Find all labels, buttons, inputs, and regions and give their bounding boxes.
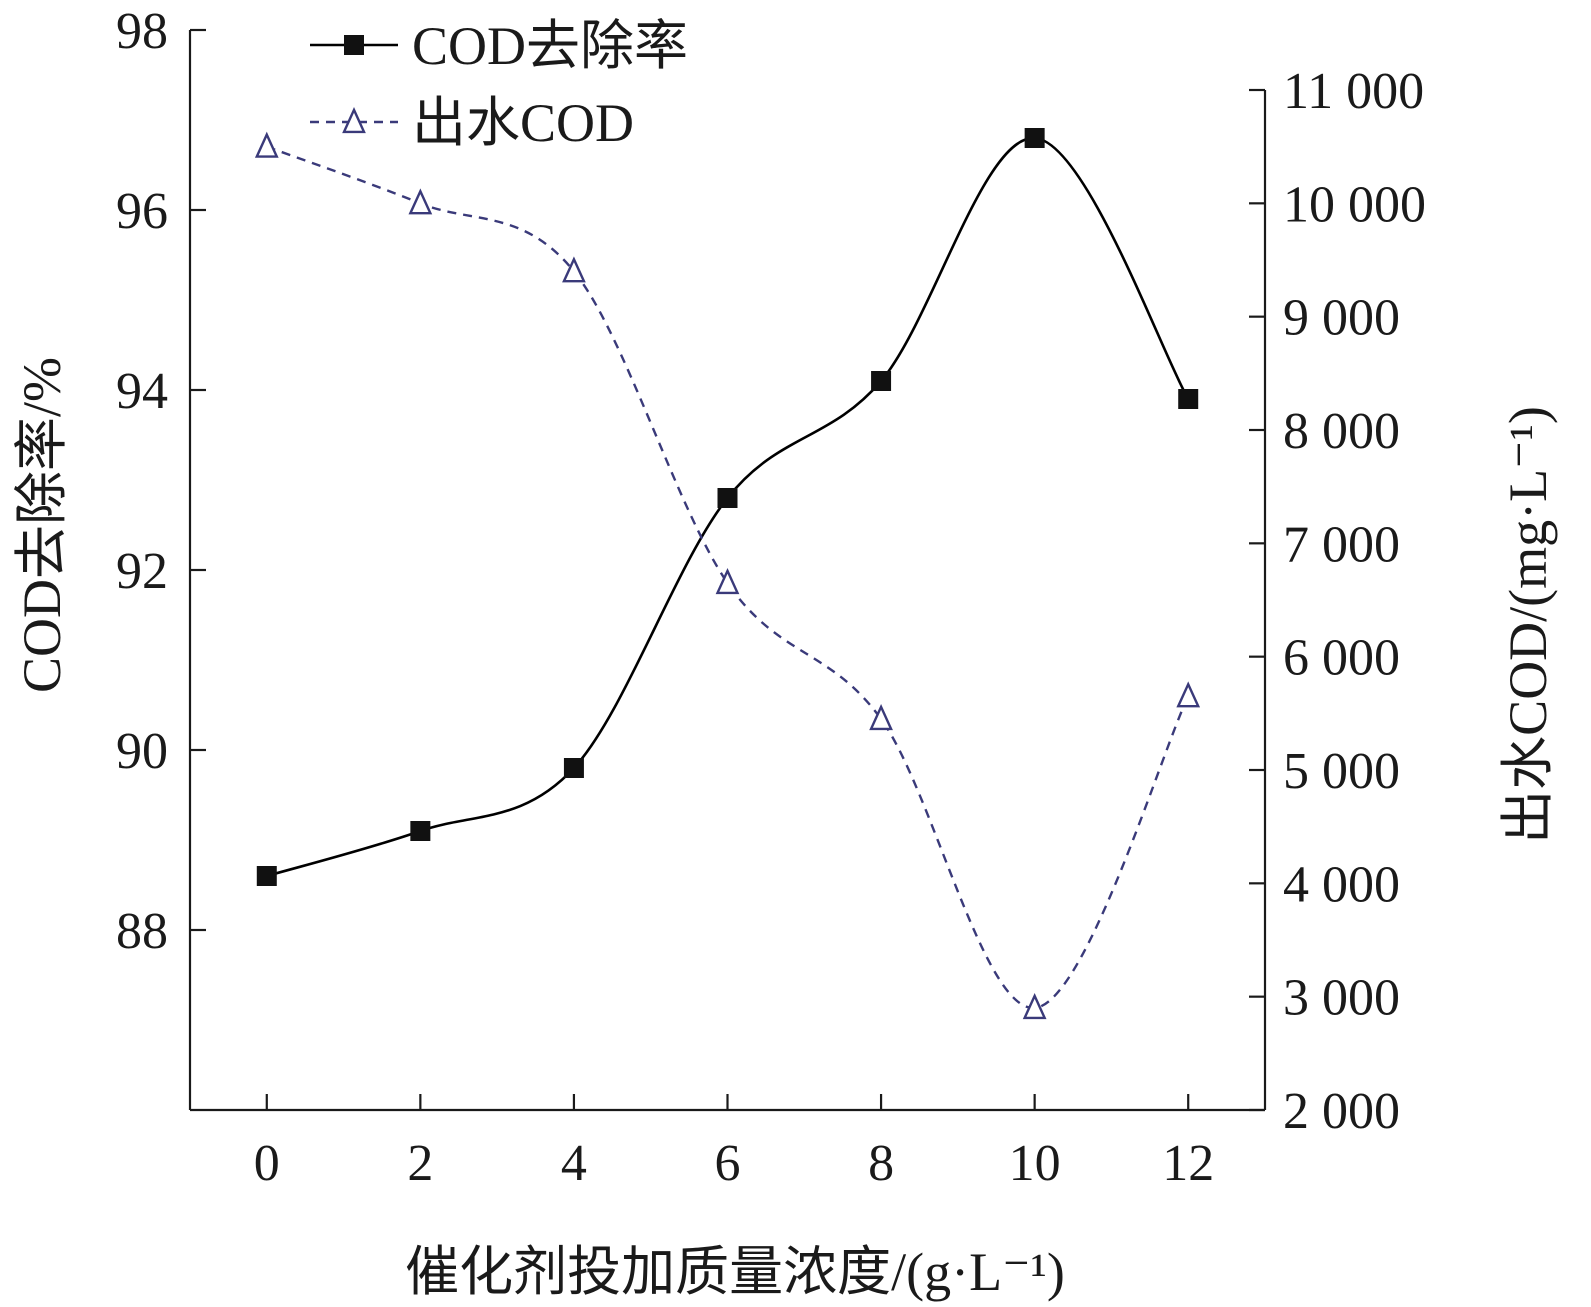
y-right-tick-label: 6 000	[1283, 630, 1400, 687]
y-right-tick-label: 5 000	[1283, 743, 1400, 800]
legend-marker-square	[344, 35, 364, 55]
data-point-triangle	[254, 131, 279, 158]
y-left-tick-label: 96	[116, 183, 168, 240]
y-left-tick-label: 90	[116, 723, 168, 780]
x-tick-label: 0	[254, 1135, 280, 1192]
y-right-tick-label: 7 000	[1283, 516, 1400, 573]
y-left-tick-label: 98	[116, 3, 168, 60]
data-point-square	[1178, 389, 1199, 409]
y-right-tick-label: 8 000	[1283, 403, 1400, 460]
x-tick-label: 8	[868, 1135, 894, 1192]
data-point-square	[410, 821, 431, 841]
data-point-triangle	[1022, 993, 1047, 1020]
x-tick-label: 10	[1009, 1135, 1061, 1192]
x-tick-label: 6	[715, 1135, 741, 1192]
y-axis-left-label: COD去除率/%	[12, 357, 72, 693]
y-right-tick-label: 9 000	[1283, 290, 1400, 347]
series-line-1	[266, 136, 1190, 878]
ticks: 0 2 4 6 8 10 12 88 90 92 94 96 98 2 000 3 000 4 000 5 00…	[116, 3, 1426, 1192]
x-tick-label: 2	[407, 1135, 433, 1192]
data-point-triangle	[408, 188, 433, 215]
data-point-square	[256, 866, 277, 886]
y-right-tick-label: 10 000	[1283, 176, 1426, 233]
data-point-triangle	[1176, 681, 1201, 708]
x-tick-label: 4	[561, 1135, 587, 1192]
y-right-tick-label: 11 000	[1283, 63, 1424, 120]
data-point-triangle	[715, 568, 740, 595]
data-point-triangle	[562, 256, 586, 283]
data-point-square	[871, 371, 892, 391]
data-point-square	[717, 488, 738, 508]
y-left-tick-label: 88	[116, 903, 168, 960]
data-point-triangle	[869, 704, 893, 731]
series-line-2	[266, 145, 1190, 1010]
legend-label: COD去除率	[412, 16, 688, 76]
y-axis-right-label: 出水COD/(mg·L⁻¹)	[1498, 406, 1558, 844]
series-layer	[254, 128, 1201, 1020]
legend-marker-triangle	[342, 107, 366, 134]
y-left-tick-label: 92	[116, 543, 168, 600]
y-right-tick-label: 4 000	[1283, 856, 1400, 913]
y-left-tick-label: 94	[116, 363, 168, 420]
y-right-tick-label: 2 000	[1283, 1083, 1400, 1140]
y-right-tick-label: 3 000	[1283, 970, 1400, 1027]
x-axis-label: 催化剂投加质量浓度/(g·L⁻¹)	[405, 1242, 1065, 1302]
data-point-square	[563, 758, 584, 778]
x-tick-label: 12	[1162, 1135, 1214, 1192]
data-point-square	[1024, 128, 1045, 148]
legend-label: 出水COD	[412, 93, 634, 153]
